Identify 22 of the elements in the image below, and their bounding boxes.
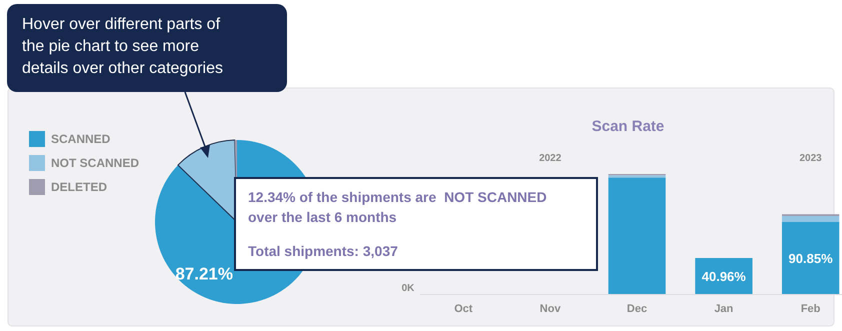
x-tick-label: Nov [540,303,562,315]
x-tick-label: Dec [626,303,648,315]
x-tick-label: Feb [800,303,821,315]
text: 2022 [539,153,562,164]
annotation: 12.34% of the shipments are NOT SCANNED over the last 6 months [248,189,551,225]
x-tick-label: Jan [714,303,734,315]
bar [608,178,666,294]
legend-label: NOT SCANNED [51,156,140,170]
bar [782,216,840,222]
text: 0K [402,283,416,294]
text: 2023 [799,153,822,164]
bar [782,222,840,294]
data-label: 87.21% [175,264,233,284]
text: Hover over different parts of the pie chart to see more details over other categories [22,16,223,77]
x-tick-label: Oct [454,303,473,315]
annotation: 40.96% [702,269,746,284]
legend-label: DELETED [51,180,108,194]
annotation: 90.85% [788,251,834,266]
chart-title: Scan Rate [592,118,664,135]
bar [608,175,666,178]
legend-label: SCANNED [51,132,111,146]
text: Total shipments: 3,037 [248,243,398,259]
